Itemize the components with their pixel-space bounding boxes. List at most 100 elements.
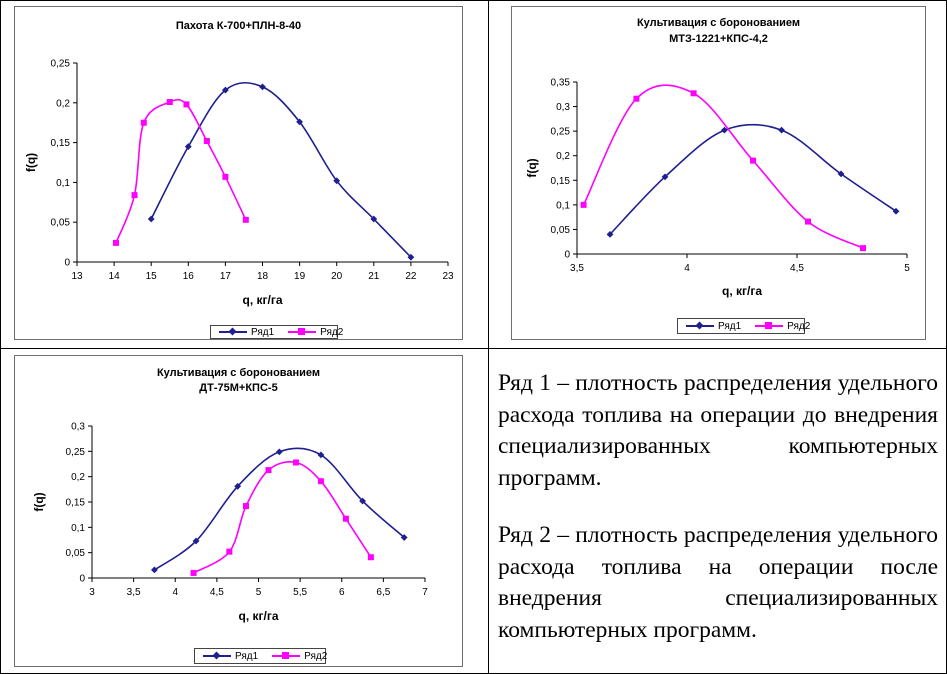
y-tick-label: 0,35 <box>551 78 571 89</box>
data-point-series2 <box>242 216 249 223</box>
data-point-series1 <box>837 170 845 178</box>
legend-label-series2: Ряд2 <box>787 320 811 332</box>
data-point-series1 <box>275 448 283 456</box>
x-tick-label: 13 <box>71 271 83 282</box>
data-point-series1 <box>222 86 229 94</box>
data-point-series2 <box>750 157 756 164</box>
x-tick-label: 3,5 <box>570 263 584 274</box>
x-tick-label: 19 <box>294 271 306 282</box>
series-line-2 <box>193 461 372 574</box>
data-point-series2 <box>183 101 190 108</box>
x-tick-label: 18 <box>257 271 269 282</box>
data-point-series2 <box>243 503 250 510</box>
x-tick-label: 4 <box>684 263 690 274</box>
data-point-series1 <box>259 83 266 91</box>
data-point-series1 <box>147 215 155 223</box>
data-point-series2 <box>860 245 866 252</box>
y-tick-label: 0,25 <box>51 59 71 70</box>
legend-item-series2: Ряд2 <box>272 651 327 662</box>
y-tick-label: 0,05 <box>551 225 571 236</box>
data-point-series2 <box>131 192 138 199</box>
data-point-series1 <box>661 173 669 181</box>
x-tick-label: 22 <box>405 271 417 282</box>
chart-cultivation-mtz-legend: Ряд1 Ряд2 <box>677 318 810 334</box>
chart-title-line: Культивация с боронованием <box>157 367 320 379</box>
data-point-series1 <box>892 207 900 215</box>
x-axis-label: q, кг/га <box>238 609 278 623</box>
y-axis-label: f(q) <box>32 492 46 511</box>
y-tick-label: 0,15 <box>66 498 86 509</box>
data-point-series2 <box>342 515 349 522</box>
y-tick-label: 0,1 <box>71 523 85 534</box>
data-point-series2 <box>190 569 197 576</box>
chart-cultivation-mtz-svg: Культивация с боронованием МТЗ-1221+КПС-4… <box>525 17 910 298</box>
data-point-series2 <box>222 173 229 180</box>
x-axis-label: q, кг/га <box>242 293 282 307</box>
data-point-series2 <box>140 119 147 126</box>
data-point-series2 <box>265 467 272 474</box>
data-point-series2 <box>690 90 697 97</box>
data-point-series2 <box>226 548 233 555</box>
x-tick-label: 4,5 <box>790 263 804 274</box>
y-tick-label: 0,1 <box>56 178 70 189</box>
series-line-2 <box>115 98 247 244</box>
y-tick-label: 0,15 <box>51 138 71 149</box>
data-point-series2 <box>166 99 173 106</box>
y-tick-label: 0,05 <box>66 548 86 559</box>
series-line-2 <box>582 84 864 249</box>
data-point-series2 <box>317 478 324 485</box>
chart-title-line: Пахота К-700+ПЛН-8-40 <box>176 20 301 32</box>
data-point-series2 <box>112 239 119 246</box>
data-point-series2 <box>805 218 811 225</box>
legend-label-series1: Ряд1 <box>251 326 275 338</box>
chart-title-line: МТЗ-1221+КПС-4,2 <box>669 33 768 45</box>
chart-cultivation-dt-legend: Ряд1 Ряд2 <box>194 648 327 664</box>
legend-item-series1: Ряд1 <box>686 321 741 332</box>
data-point-series1 <box>184 143 192 150</box>
y-tick-label: 0,2 <box>56 98 70 109</box>
data-point-series1 <box>192 537 200 545</box>
data-point-series1 <box>333 177 341 185</box>
note-series1: Ряд 1 – плотность распределения удельног… <box>498 370 938 491</box>
series-line-1 <box>609 123 897 235</box>
y-tick-label: 0 <box>564 250 570 261</box>
legend-item-series1: Ряд1 <box>219 327 274 338</box>
data-point-series1 <box>151 566 158 574</box>
y-tick-label: 0,25 <box>551 127 571 138</box>
data-point-series1 <box>778 126 785 134</box>
x-tick-label: 5,5 <box>293 587 307 598</box>
y-tick-label: 0,1 <box>556 200 570 211</box>
x-tick-label: 16 <box>183 271 195 282</box>
legend-label-series2: Ряд2 <box>320 326 344 338</box>
x-tick-label: 20 <box>331 271 343 282</box>
data-point-series2 <box>580 201 587 208</box>
chart-cultivation-dt: Культивация с боронованием ДТ-75М+КПС-5 0 0… <box>14 355 463 667</box>
chart-plowing: Пахота К-700+ПЛН-8-40 0 0,05 0,1 0,15 0,2 0,25… <box>14 6 463 340</box>
x-tick-label: 4,5 <box>210 587 224 598</box>
data-point-series1 <box>370 215 378 223</box>
x-tick-label: 5 <box>904 263 910 274</box>
chart-title-line: ДТ-75М+КПС-5 <box>199 382 277 394</box>
y-tick-label: 0 <box>79 574 85 585</box>
y-tick-label: 0,25 <box>66 447 86 458</box>
legend-item-series2: Ряд2 <box>755 321 810 332</box>
y-axis-label: f(q) <box>24 153 38 172</box>
data-point-series2 <box>633 95 640 102</box>
x-tick-label: 3,5 <box>127 587 141 598</box>
x-tick-label: 7 <box>422 587 428 598</box>
legend-label-series1: Ряд1 <box>235 650 259 662</box>
data-point-series1 <box>296 118 303 126</box>
y-tick-label: 0,2 <box>556 151 570 162</box>
legend-label-series2: Ряд2 <box>304 650 328 662</box>
data-point-series2 <box>367 554 374 561</box>
legend-label-series1: Ряд1 <box>718 320 742 332</box>
table-cell-bottom-right <box>488 348 947 674</box>
data-point-series1 <box>721 126 728 134</box>
x-tick-label: 17 <box>220 271 232 282</box>
y-tick-label: 0,3 <box>71 422 85 433</box>
x-axis-label: q, кг/га <box>722 284 762 298</box>
note-series2: Ряд 2 – плотность распределения удельног… <box>498 522 938 643</box>
chart-title-line: Культивация с боронованием <box>637 17 800 29</box>
chart-cultivation-mtz: Культивация с боронованием МТЗ-1221+КПС-4… <box>511 6 926 340</box>
y-tick-label: 0,3 <box>556 102 570 113</box>
